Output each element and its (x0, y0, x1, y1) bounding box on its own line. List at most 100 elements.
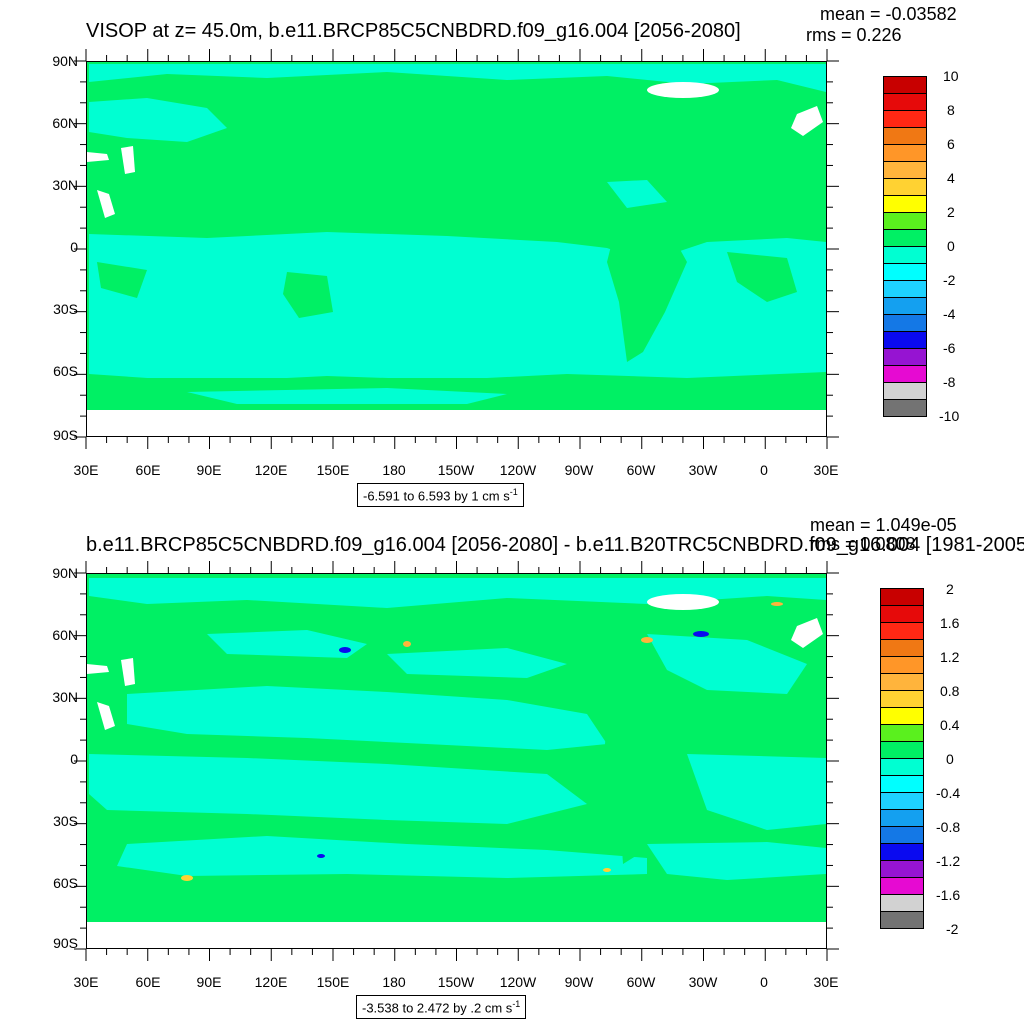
map-title: VISOP at z= 45.0m, b.e11.BRCP85C5CNBDRD.… (86, 20, 741, 42)
colorbar-swatch (880, 622, 924, 640)
contour-range-box: -6.591 to 6.593 by 1 cm s-1 (357, 483, 524, 508)
colorbar-label: -6 (943, 340, 956, 356)
colorbar-swatch (883, 212, 927, 230)
lon-label: 120W (499, 462, 537, 478)
colorbar-label: -10 (939, 408, 960, 424)
colorbar-label: -1.2 (936, 853, 961, 869)
lat-label: 30N (52, 689, 78, 705)
colorbar-swatch (883, 110, 927, 128)
lat-label: 90N (52, 53, 78, 69)
colorbar-swatch (880, 690, 924, 708)
colorbar-swatch (883, 348, 927, 366)
colorbar-swatch (883, 195, 927, 213)
lon-label: 60E (135, 462, 161, 478)
lon-label: 30E (73, 974, 99, 990)
colorbar-swatch (883, 127, 927, 145)
lat-label: 60N (52, 115, 78, 131)
lat-label: 60S (53, 875, 78, 891)
colorbar-swatch (883, 399, 927, 417)
lon-label: 30E (813, 974, 839, 990)
colorbar-swatch (883, 365, 927, 383)
unit-exponent: -1 (512, 999, 521, 1009)
colorbar-swatch (880, 588, 924, 606)
lon-label: 150W (437, 462, 475, 478)
lat-label: 30N (52, 177, 78, 193)
lat-label: 0 (70, 751, 78, 767)
colorbar (883, 76, 927, 417)
colorbar-label: 0.8 (940, 683, 960, 699)
map-title: b.e11.BRCP85C5CNBDRD.f09_g16.004 [2056-2… (86, 534, 1024, 556)
colorbar-label: 6 (947, 136, 955, 152)
colorbar-swatch (883, 76, 927, 94)
lon-label: 60W (626, 462, 656, 478)
lon-label: 120W (499, 974, 537, 990)
colorbar-swatch (880, 911, 924, 929)
lat-label: 90S (53, 427, 78, 443)
mean-stat: mean = -0.03582 (820, 4, 957, 24)
colorbar-label: 2 (947, 204, 955, 220)
colorbar-swatch (880, 605, 924, 623)
lon-label: 60E (135, 974, 161, 990)
lon-label: 60W (626, 974, 656, 990)
colorbar-label: 0 (947, 238, 955, 254)
colorbar-label: -1.6 (936, 887, 961, 903)
lon-label: 90W (564, 462, 594, 478)
lat-label: 90S (53, 935, 78, 951)
colorbar-label: 10 (943, 68, 959, 84)
colorbar-label: -8 (943, 374, 956, 390)
colorbar-swatch (880, 656, 924, 674)
colorbar-label: -4 (943, 306, 956, 322)
lon-label: 90W (564, 974, 594, 990)
lon-label: 180 (382, 462, 406, 478)
colorbar-swatch (880, 758, 924, 776)
colorbar-label: -2 (946, 921, 959, 937)
lon-label: 30E (73, 462, 99, 478)
contour-range-box: -3.538 to 2.472 by .2 cm s-1 (356, 995, 527, 1020)
colorbar-label: 0.4 (940, 717, 960, 733)
unit-exponent: -1 (509, 487, 518, 497)
colorbar-swatch (883, 297, 927, 315)
lon-label: 120E (254, 462, 288, 478)
colorbar (880, 588, 924, 929)
lon-label: 30E (813, 462, 839, 478)
colorbar-label: 0 (946, 751, 954, 767)
colorbar-swatch (880, 639, 924, 657)
lon-label: 30W (688, 974, 718, 990)
lon-label: 0 (760, 974, 768, 990)
lon-label: 150E (316, 462, 350, 478)
colorbar-swatch (880, 809, 924, 827)
colorbar-swatch (883, 331, 927, 349)
lon-label: 90E (196, 974, 222, 990)
colorbar-swatch (880, 724, 924, 742)
colorbar-swatch (880, 843, 924, 861)
colorbar-swatch (880, 792, 924, 810)
rms-stat: rms = 0.0808 (810, 534, 916, 554)
colorbar-swatch (880, 894, 924, 912)
colorbar-swatch (883, 229, 927, 247)
lat-label: 60N (52, 627, 78, 643)
colorbar-label: 8 (947, 102, 955, 118)
colorbar-swatch (880, 673, 924, 691)
colorbar-swatch (880, 860, 924, 878)
map-plot-area (86, 61, 827, 437)
colorbar-swatch (883, 93, 927, 111)
colorbar-swatch (883, 280, 927, 298)
colorbar-swatch (880, 877, 924, 895)
map-panel-top: VISOP at z= 45.0m, b.e11.BRCP85C5CNBDRD.… (52, 4, 960, 508)
mean-stat: mean = 1.049e-05 (810, 515, 957, 535)
lon-label: 150W (437, 974, 475, 990)
colorbar-swatch (883, 144, 927, 162)
colorbar-swatch (883, 382, 927, 400)
lon-label: 90E (196, 462, 222, 478)
ocean-field-map (87, 62, 826, 436)
lon-label: 30W (688, 462, 718, 478)
colorbar-label: -0.8 (936, 819, 961, 835)
lat-label: 90N (52, 565, 78, 581)
lon-label: 150E (316, 974, 350, 990)
colorbar-label: 1.2 (940, 649, 960, 665)
colorbar-swatch (883, 246, 927, 264)
colorbar-swatch (883, 263, 927, 281)
contour-range-text: -3.538 to 2.472 by .2 cm s (362, 1000, 513, 1016)
colorbar-swatch (880, 707, 924, 725)
colorbar-swatch (883, 161, 927, 179)
